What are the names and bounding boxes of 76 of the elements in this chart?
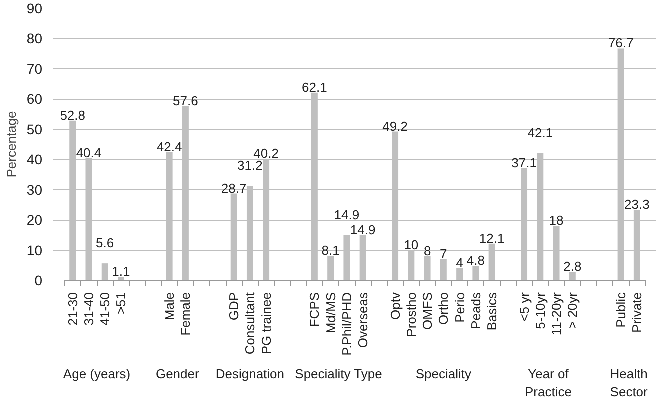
x-tick-label: 41-50 [98, 292, 113, 326]
x-tick-label: Peads [468, 292, 484, 330]
x-tick-label: Public [614, 292, 629, 328]
x-tick-label: Private [630, 292, 645, 333]
data-label: 23.3 [624, 197, 650, 212]
x-tick-label: Female [178, 292, 194, 336]
x-tick-label: Male [162, 292, 178, 321]
x-tick-label: P.Phil/PHD [339, 292, 354, 356]
y-tick-label: 40 [26, 152, 43, 168]
text: Year of Practice [524, 366, 572, 400]
data-label: 4 [456, 255, 464, 270]
text: Speciality Type [295, 366, 382, 382]
bar [456, 268, 464, 280]
data-label: 4.8 [466, 252, 485, 268]
y-tick-label: 80 [26, 30, 43, 47]
y-axis-title: Percentage [4, 111, 19, 178]
x-tick-label: <5 yr [516, 292, 532, 322]
x-tick-label: 5-10yr [532, 292, 548, 330]
x-tick-label: Consultant [242, 292, 258, 355]
x-tick-label: Basics [484, 292, 500, 331]
data-label: 18 [549, 213, 564, 228]
data-label: 62.1 [302, 80, 328, 95]
bar [440, 259, 447, 280]
x-tick-label: FCPS [307, 292, 322, 328]
x-tick-label: 21-30 [65, 292, 80, 326]
bar [424, 256, 431, 280]
bar [102, 264, 108, 280]
x-tick-label: GDP [226, 292, 242, 321]
x-tick-label: > 20yr [565, 292, 580, 329]
y-tick-label: 30 [26, 182, 43, 198]
data-label: 42.1 [528, 125, 554, 140]
y-tick-label: 60 [26, 91, 43, 108]
text: Age (years) [63, 366, 131, 382]
data-label: 10 [404, 237, 419, 252]
text: Designation [216, 366, 285, 382]
y-tick-label: 10 [26, 242, 43, 258]
data-label: 40.4 [76, 145, 102, 160]
data-label: 14.9 [334, 207, 360, 222]
y-tick-label: 90 [26, 0, 43, 16]
text: Health Sector [610, 366, 649, 400]
y-tick-label: 50 [26, 121, 43, 138]
y-tick-label: 70 [26, 60, 43, 77]
x-tick-label: PG trainee [258, 292, 274, 355]
y-tick-label: 0 [34, 272, 43, 288]
data-label: 52.8 [60, 108, 86, 123]
x-tick-label: Optv [388, 292, 403, 320]
x-tick-label: 31-40 [81, 292, 96, 326]
text: Speciality [416, 366, 472, 382]
bar [118, 277, 124, 280]
data-label: 76.7 [608, 36, 634, 51]
y-tick-label: 20 [26, 212, 43, 228]
x-tick-label: >51 [114, 292, 129, 315]
x-tick-label: Prostho [404, 292, 419, 338]
bar [472, 266, 480, 280]
data-label: 8 [424, 243, 432, 258]
data-label: 5.6 [96, 236, 114, 251]
data-label: 57.6 [173, 93, 198, 108]
x-tick-label: Perio [452, 292, 468, 323]
data-label: 1.1 [112, 264, 130, 280]
x-tick-label: OMFS [420, 292, 436, 330]
data-label: 2.8 [564, 259, 582, 274]
x-tick-label: 11-20yr [549, 292, 564, 336]
data-label: 14.9 [350, 222, 376, 238]
text: Gender [156, 366, 200, 382]
data-label: 8.1 [322, 243, 340, 258]
data-label: 7 [440, 246, 448, 262]
bar [328, 256, 334, 280]
data-label: 42.4 [156, 139, 182, 154]
x-tick-label: Md/MS [323, 292, 338, 334]
data-label: 37.1 [512, 155, 537, 170]
bar [569, 272, 576, 280]
data-label: 12.1 [479, 230, 505, 246]
data-label: 49.2 [382, 118, 408, 134]
data-label: 28.7 [221, 180, 247, 196]
x-tick-label: Overseas [356, 292, 371, 348]
x-tick-label: Ortho [436, 292, 452, 326]
